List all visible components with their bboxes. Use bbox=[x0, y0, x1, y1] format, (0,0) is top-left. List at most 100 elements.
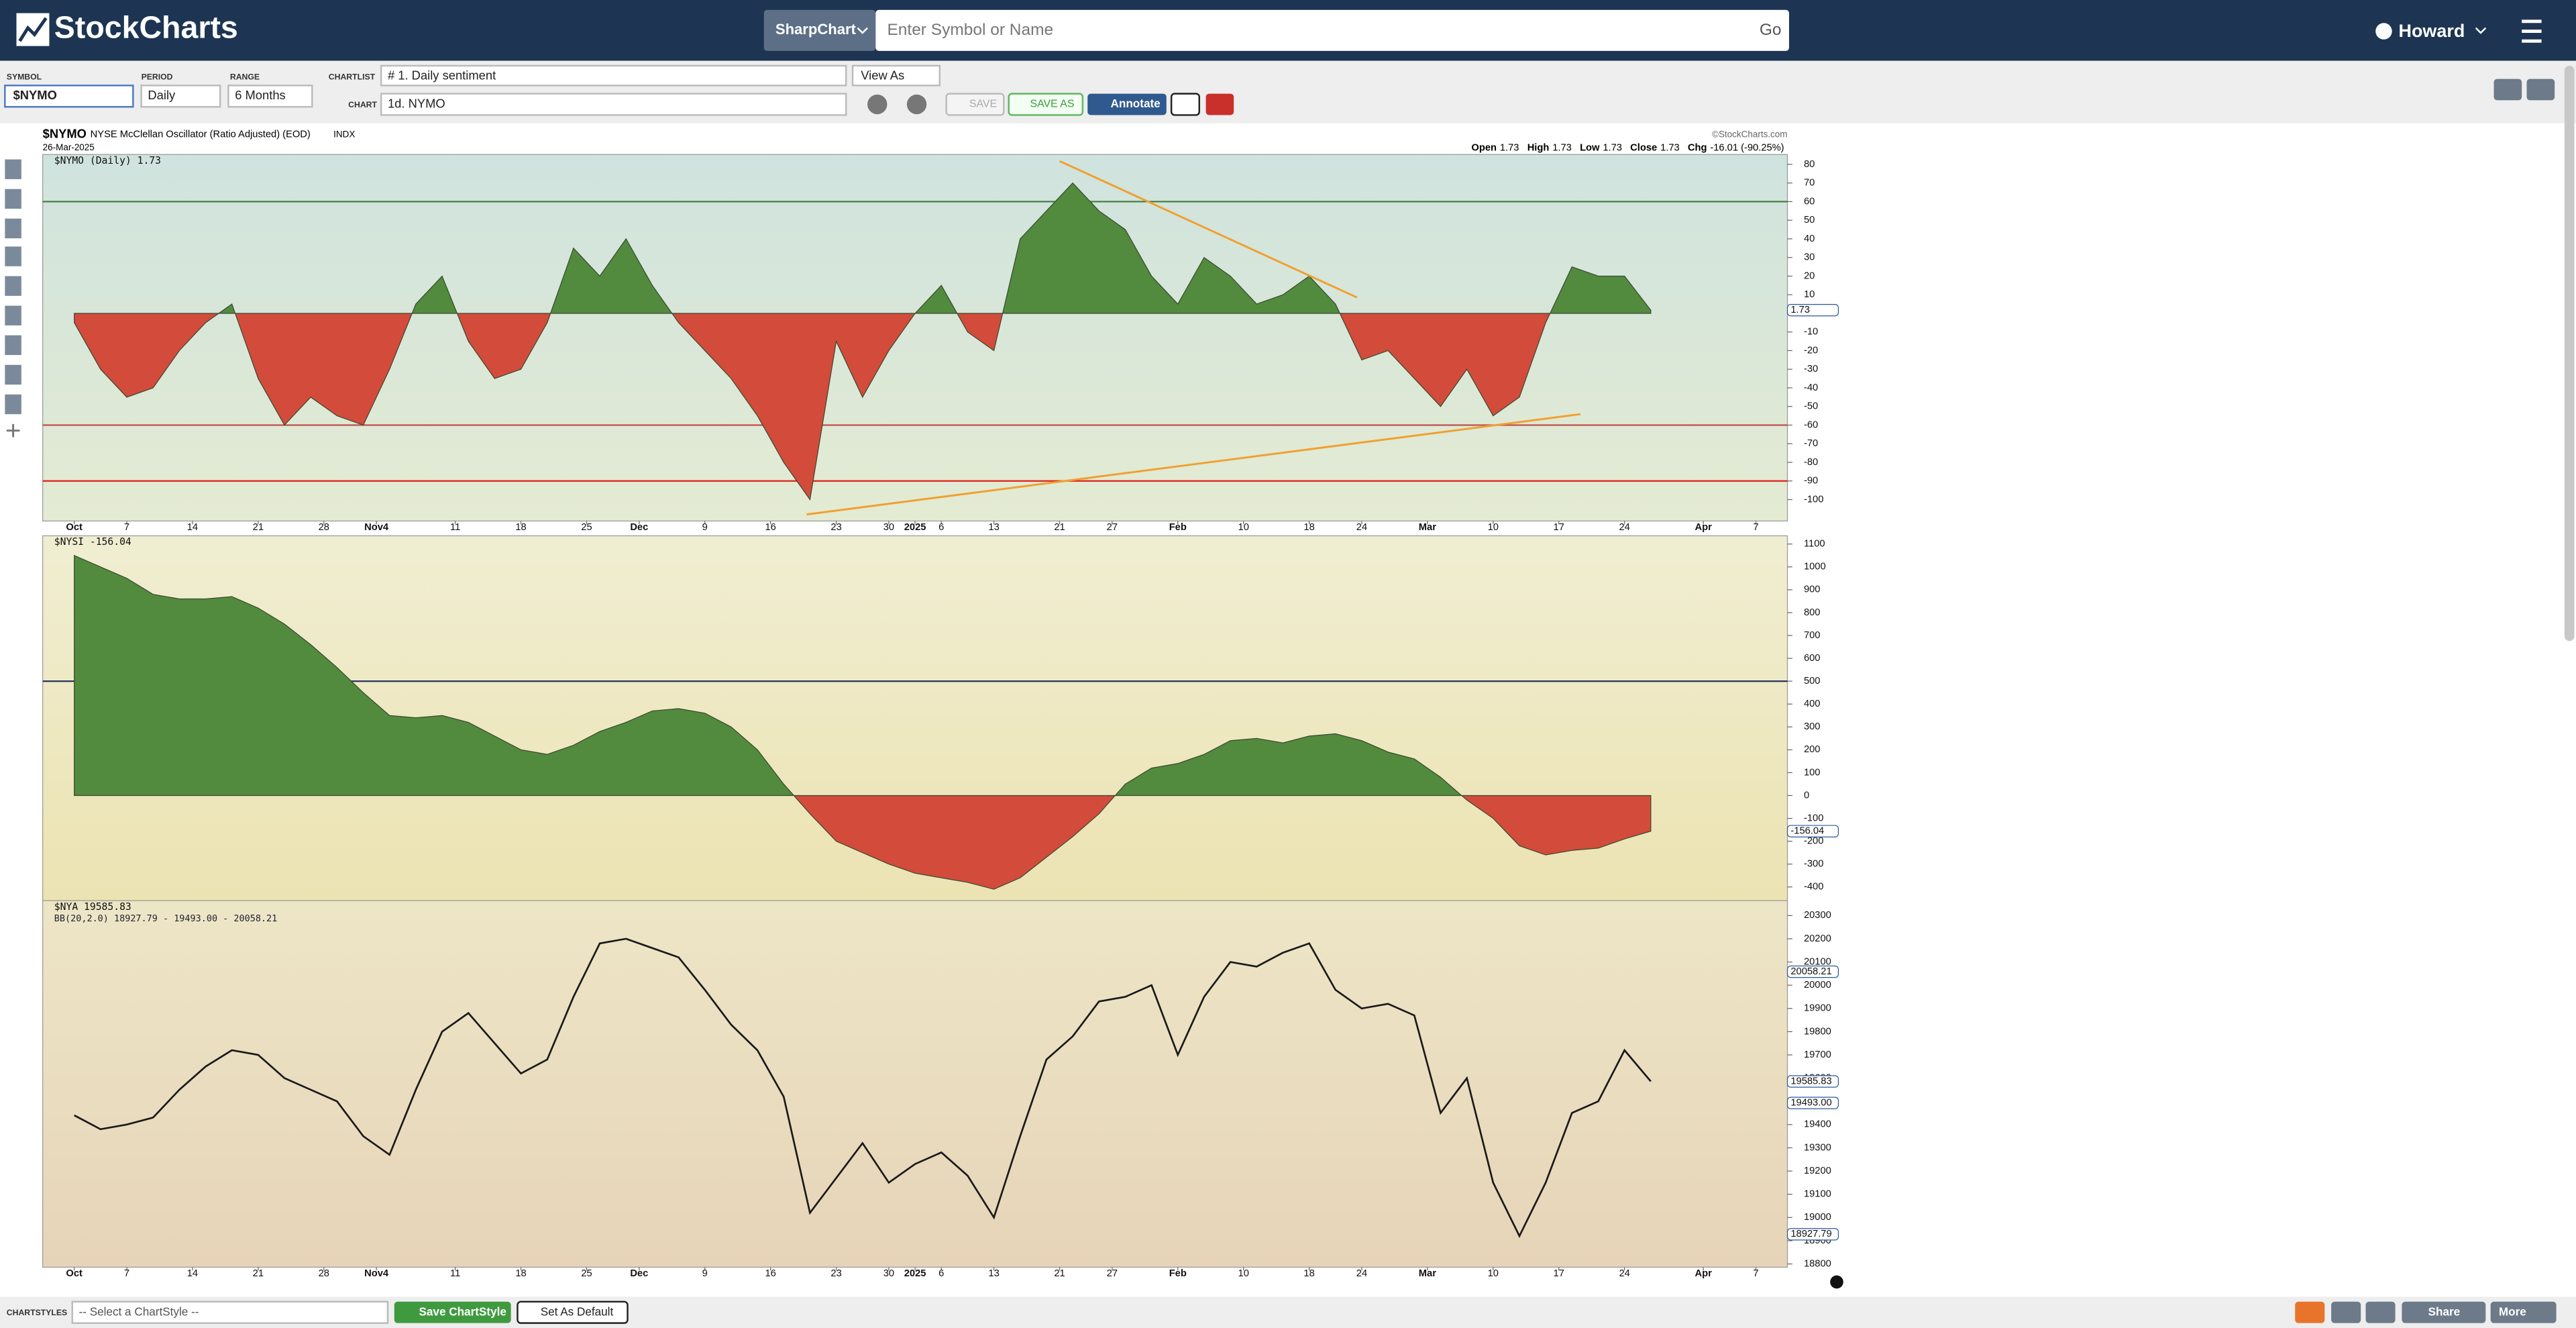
quote: Open 1.73 High 1.73 Low 1.73 Close 1.73 Chg -16.0… bbox=[1471, 142, 1784, 153]
y-tick-label: 200 bbox=[1804, 744, 1821, 755]
line bbox=[74, 937, 1652, 1239]
view-as[interactable]: View As bbox=[861, 68, 904, 83]
search-input[interactable] bbox=[875, 9, 1789, 51]
panel-background bbox=[42, 900, 1788, 1268]
x-tick-label: 14 bbox=[187, 1268, 198, 1279]
y-tick-label: 60 bbox=[1804, 196, 1815, 207]
x-tick-label: 7 bbox=[1753, 1268, 1758, 1279]
y-tick-label: -50 bbox=[1804, 401, 1818, 412]
x-tick-label: 25 bbox=[581, 1268, 592, 1279]
x-tick-label: 11 bbox=[450, 522, 460, 533]
price-marker-box bbox=[1786, 1096, 1839, 1109]
trend-line bbox=[806, 413, 1581, 516]
save[interactable]: SAVE bbox=[969, 99, 997, 110]
range[interactable]: 6 Months bbox=[235, 88, 286, 102]
annotate[interactable]: Annotate bbox=[1111, 97, 1161, 110]
x-tick-label: 10 bbox=[1488, 1268, 1499, 1279]
x-tick-label: 6 bbox=[938, 1268, 944, 1279]
y-tick-label: 900 bbox=[1804, 584, 1821, 595]
save-as[interactable]: SAVE AS bbox=[1030, 99, 1075, 110]
share[interactable]: Share bbox=[2428, 1305, 2461, 1318]
chartlist[interactable]: # 1. Daily sentiment bbox=[388, 68, 496, 83]
x-tick-label: 27 bbox=[1107, 522, 1118, 533]
product-button[interactable] bbox=[763, 9, 876, 51]
y-tick-label: -90 bbox=[1804, 476, 1818, 487]
quote-label: High bbox=[1527, 142, 1550, 153]
y-tick-label: 20100 bbox=[1804, 956, 1831, 967]
y-tick-label: 400 bbox=[1804, 699, 1821, 709]
y-tick-label: -10 bbox=[1804, 327, 1818, 338]
label: CHARTLIST bbox=[329, 72, 376, 81]
x-tick-label: Feb bbox=[1169, 522, 1187, 533]
copyright: ©StockCharts.com bbox=[1712, 129, 1787, 139]
quote-value: 1.73 bbox=[1552, 142, 1572, 153]
price-marker-box bbox=[1786, 1075, 1839, 1088]
delete-button[interactable] bbox=[1205, 93, 1234, 115]
y-tick-label: 20300 bbox=[1804, 910, 1831, 921]
y-tick-label: -70 bbox=[1804, 438, 1818, 449]
y-tick-label: 20200 bbox=[1804, 933, 1831, 944]
share-button[interactable] bbox=[2402, 1301, 2486, 1323]
user-name[interactable]: Howard bbox=[2399, 21, 2465, 41]
next-button[interactable] bbox=[906, 94, 927, 115]
quote-value: -16.01 (-90.25%) bbox=[1710, 142, 1784, 153]
help-button[interactable] bbox=[2526, 79, 2555, 101]
y-tick-label: 700 bbox=[1804, 630, 1821, 641]
settings-button[interactable] bbox=[1170, 93, 1200, 116]
x-tick-label: 28 bbox=[319, 1268, 329, 1279]
price-marker-box bbox=[1786, 965, 1839, 978]
x-tick-label: 23 bbox=[830, 522, 841, 533]
more[interactable]: More bbox=[2499, 1305, 2526, 1318]
search-placeholder[interactable]: Enter Symbol or Name bbox=[887, 21, 1053, 39]
y-tick-label: 19100 bbox=[1804, 1189, 1831, 1200]
period-select[interactable] bbox=[140, 85, 221, 108]
quote-value: 1.73 bbox=[1500, 142, 1519, 153]
chartstyle[interactable]: -- Select a ChartStyle -- bbox=[79, 1305, 199, 1318]
price-marker: 1.73 bbox=[1790, 305, 1810, 315]
print-button[interactable] bbox=[2365, 1301, 2396, 1323]
alert-button[interactable] bbox=[2295, 1301, 2325, 1323]
go-button[interactable]: Go bbox=[1760, 21, 1782, 39]
link-button[interactable] bbox=[2331, 1301, 2361, 1323]
symbol-input[interactable] bbox=[4, 85, 134, 108]
chart-name[interactable]: 1d. NYMO bbox=[388, 96, 445, 110]
user-icon bbox=[2375, 23, 2392, 40]
chartlist-select[interactable] bbox=[380, 64, 847, 87]
x-tick-label: 10 bbox=[1238, 1268, 1249, 1279]
view-as-button[interactable] bbox=[851, 64, 941, 87]
save-as-button[interactable] bbox=[1008, 93, 1084, 116]
cursor-dot bbox=[1830, 1275, 1843, 1289]
set-default[interactable]: Set As Default bbox=[541, 1305, 614, 1318]
more-button[interactable] bbox=[2490, 1301, 2557, 1323]
annotate-button[interactable] bbox=[1087, 93, 1167, 115]
prev-button[interactable] bbox=[867, 94, 888, 115]
menu-button[interactable] bbox=[2522, 19, 2542, 43]
save-style[interactable]: Save ChartStyle bbox=[419, 1305, 506, 1318]
chart-select[interactable] bbox=[380, 93, 847, 116]
y-tick-label: 1100 bbox=[1804, 539, 1825, 550]
y-tick-label: 19200 bbox=[1804, 1166, 1831, 1176]
x-tick-label: 24 bbox=[1619, 522, 1629, 533]
save-button[interactable] bbox=[945, 93, 1005, 116]
symbol[interactable]: $NYMO bbox=[13, 88, 57, 102]
product[interactable]: SharpChart bbox=[775, 21, 857, 38]
y-tick-label: 0 bbox=[1804, 790, 1809, 801]
x-tick-label: 18 bbox=[1303, 1268, 1314, 1279]
chartstyle-select[interactable] bbox=[71, 1300, 389, 1324]
range-select[interactable] bbox=[227, 85, 313, 108]
options-button[interactable] bbox=[2493, 79, 2522, 101]
x-tick-label: 9 bbox=[702, 1268, 708, 1279]
y-tick-label: 80 bbox=[1804, 159, 1815, 170]
y-tick-label: 20000 bbox=[1804, 980, 1831, 990]
logo[interactable]: StockCharts bbox=[54, 9, 238, 44]
y-tick-label: 40 bbox=[1804, 234, 1815, 244]
price-marker-box bbox=[1786, 303, 1839, 317]
period[interactable]: Daily bbox=[148, 88, 176, 102]
x-tick-label: 10 bbox=[1238, 522, 1249, 533]
x-tick-label: 7 bbox=[124, 522, 129, 533]
save-style-button[interactable] bbox=[394, 1301, 511, 1323]
y-tick-label: -300 bbox=[1804, 859, 1823, 870]
y-tick-label: -100 bbox=[1804, 813, 1823, 823]
set-default-button[interactable] bbox=[517, 1300, 629, 1324]
